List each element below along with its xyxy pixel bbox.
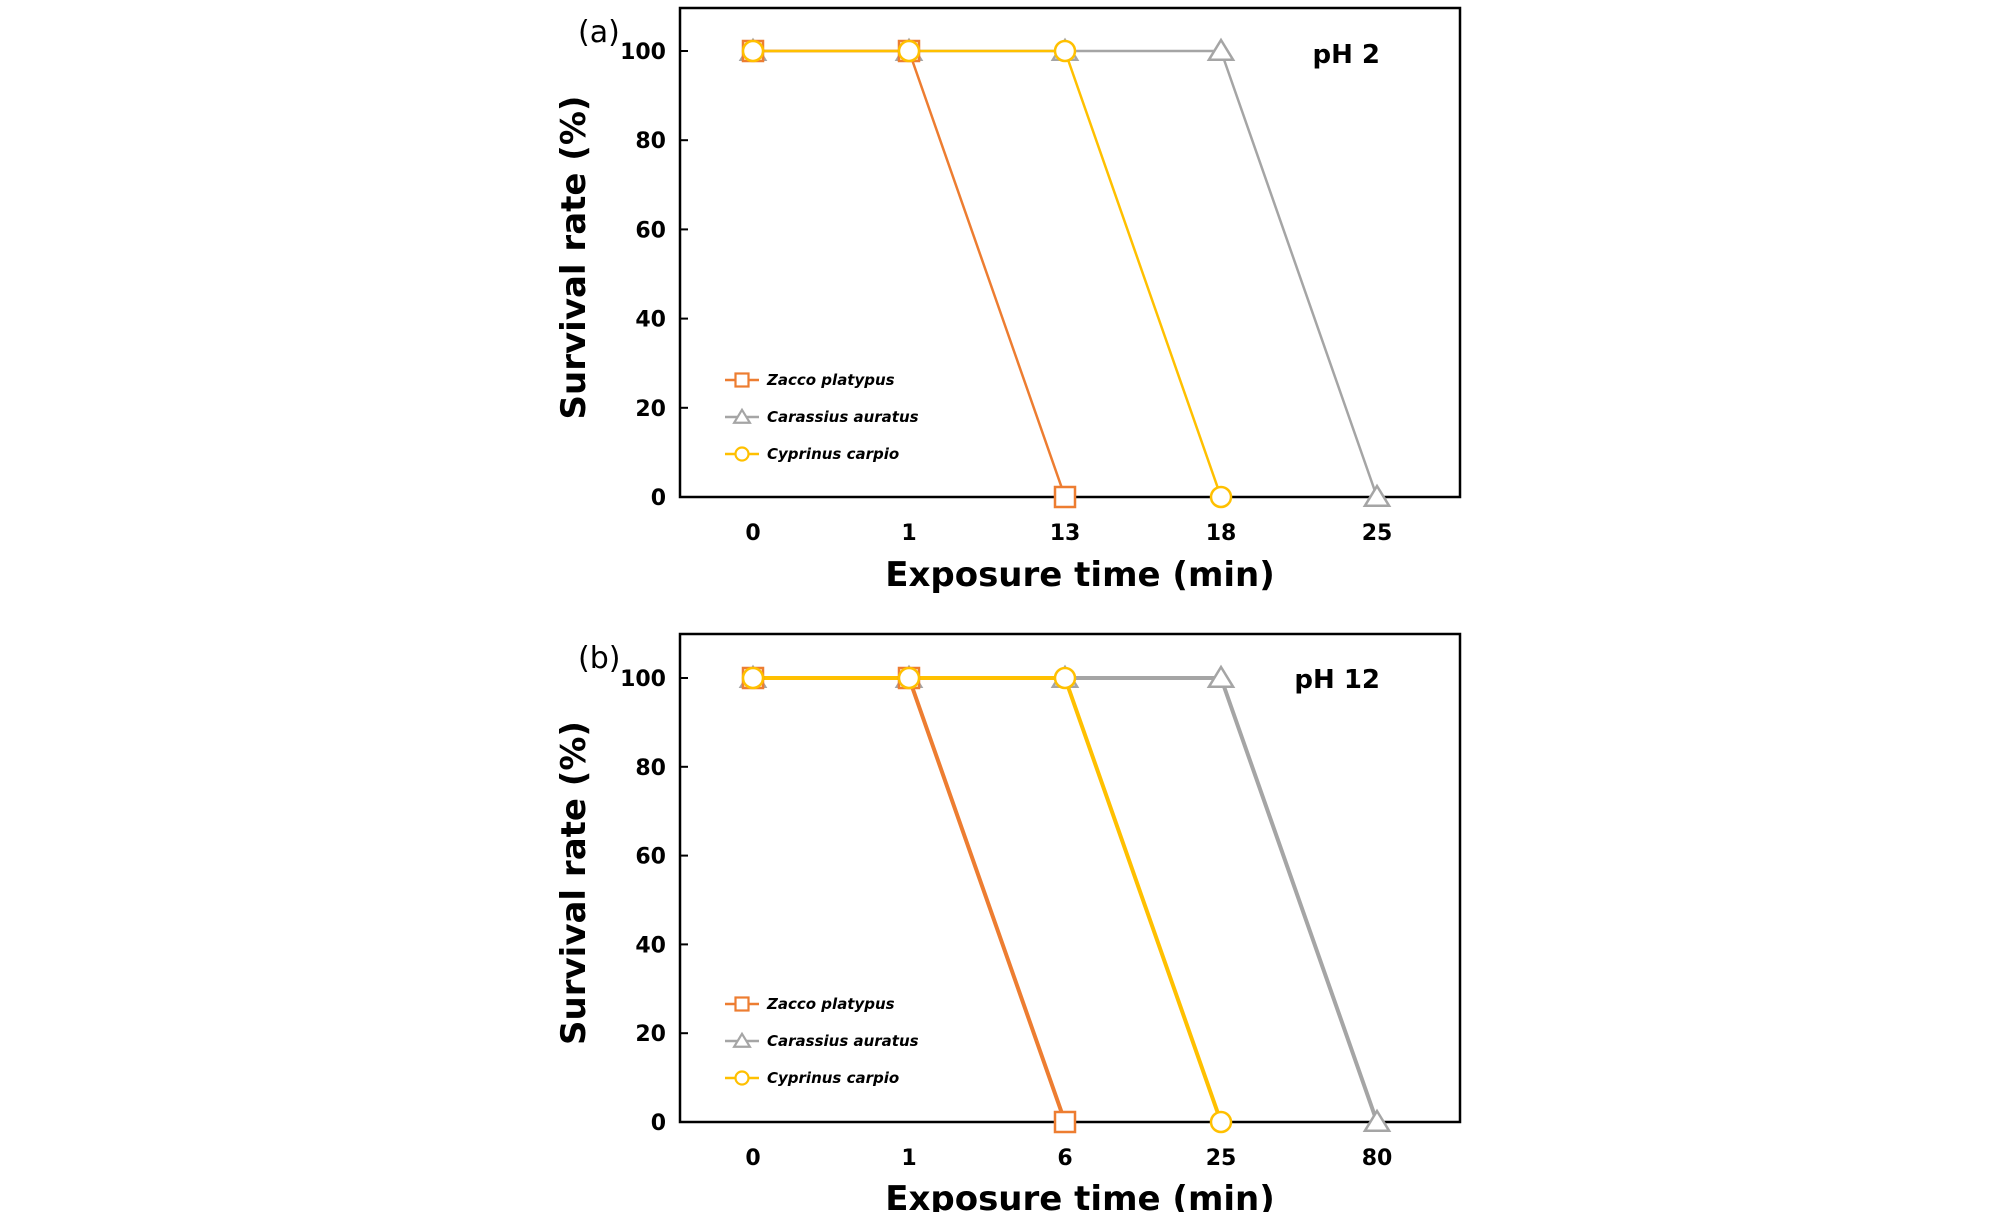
panel-label: (a)	[578, 15, 620, 50]
data-point-cyprinus-carpio	[741, 39, 765, 63]
legend-label: Carassius auratus	[767, 408, 919, 426]
y-tick-label: 60	[635, 218, 666, 243]
data-point-zacco-platypus	[1053, 485, 1077, 509]
y-tick-label: 80	[635, 129, 666, 154]
y-tick-label: 100	[620, 40, 666, 65]
series-line-cyprinus-carpio	[753, 676, 1223, 1123]
legend-marker	[734, 372, 750, 388]
x-tick-label: 0	[745, 1146, 760, 1171]
legend-label: Zacco platypus	[766, 371, 895, 389]
data-point-cyprinus-carpio	[741, 666, 765, 690]
legend-label: Carassius auratus	[767, 1032, 919, 1050]
legend-marker	[732, 407, 752, 424]
legend-label: Cyprinus carpio	[767, 445, 899, 463]
chart-panel-a: 0 20 40 60 80 100 0 1 13 18 25 Exposure time (min) S…	[554, 6, 1462, 595]
data-point-carassius-auratus	[1362, 1108, 1392, 1133]
y-tick-label: 80	[635, 756, 666, 781]
legend: Zacco platypus Carassius auratus Cyprinus …	[725, 371, 919, 463]
data-point-cyprinus-carpio	[1209, 1110, 1233, 1134]
series-line-zacco-platypus	[753, 676, 1067, 1123]
data-point-cyprinus-carpio	[897, 666, 921, 690]
series-line-carassius-auratus	[753, 676, 1379, 1123]
data-point-zacco-platypus	[1053, 1110, 1077, 1134]
x-axis-title: Exposure time (min)	[885, 1179, 1275, 1212]
y-tick-label: 20	[635, 1022, 666, 1047]
y-tick-label: 40	[635, 308, 666, 333]
y-tick-label: 40	[635, 933, 666, 958]
x-tick-label: 18	[1206, 521, 1237, 546]
ph-annotation: pH 12	[1294, 665, 1380, 695]
y-tick-label: 100	[620, 667, 666, 692]
data-point-cyprinus-carpio	[1053, 39, 1077, 63]
legend-marker	[734, 996, 750, 1012]
series-line-zacco-platypus	[753, 49, 1067, 498]
x-tick-label: 0	[745, 521, 760, 546]
panel-label: (b)	[578, 641, 620, 676]
legend-label: Cyprinus carpio	[767, 1069, 899, 1087]
data-point-carassius-auratus	[1206, 37, 1236, 62]
y-axis-title: Survival rate (%)	[554, 96, 594, 420]
series-line-cyprinus-carpio	[753, 49, 1223, 498]
legend-marker	[734, 1070, 750, 1086]
x-tick-label: 25	[1362, 521, 1393, 546]
chart-panel-b: 0 20 40 60 80 100 0 1 6 25 80 Exposure time (min) Su…	[554, 632, 1462, 1217]
y-tick-label: 60	[635, 845, 666, 870]
data-point-cyprinus-carpio	[897, 39, 921, 63]
ph-annotation: pH 2	[1312, 40, 1380, 70]
x-tick-label: 6	[1057, 1146, 1072, 1171]
data-point-cyprinus-carpio	[1053, 666, 1077, 690]
x-tick-label: 80	[1362, 1146, 1393, 1171]
x-tick-label: 1	[901, 521, 916, 546]
x-tick-label: 13	[1050, 521, 1081, 546]
y-axis-title: Survival rate (%)	[554, 721, 594, 1045]
y-tick-label: 0	[651, 1111, 666, 1136]
data-point-carassius-auratus	[1206, 664, 1236, 689]
legend-label: Zacco platypus	[766, 995, 895, 1013]
series-line-carassius-auratus	[753, 49, 1379, 498]
y-tick-label: 0	[651, 486, 666, 511]
legend-marker	[734, 446, 750, 462]
legend: Zacco platypus Carassius auratus Cyprinus …	[725, 995, 919, 1087]
x-tick-label: 25	[1206, 1146, 1237, 1171]
x-tick-label: 1	[901, 1146, 916, 1171]
data-point-cyprinus-carpio	[1209, 485, 1233, 509]
legend-marker	[732, 1031, 752, 1048]
x-axis-title: Exposure time (min)	[885, 555, 1275, 595]
y-tick-label: 20	[635, 397, 666, 422]
data-point-carassius-auratus	[1362, 483, 1392, 508]
